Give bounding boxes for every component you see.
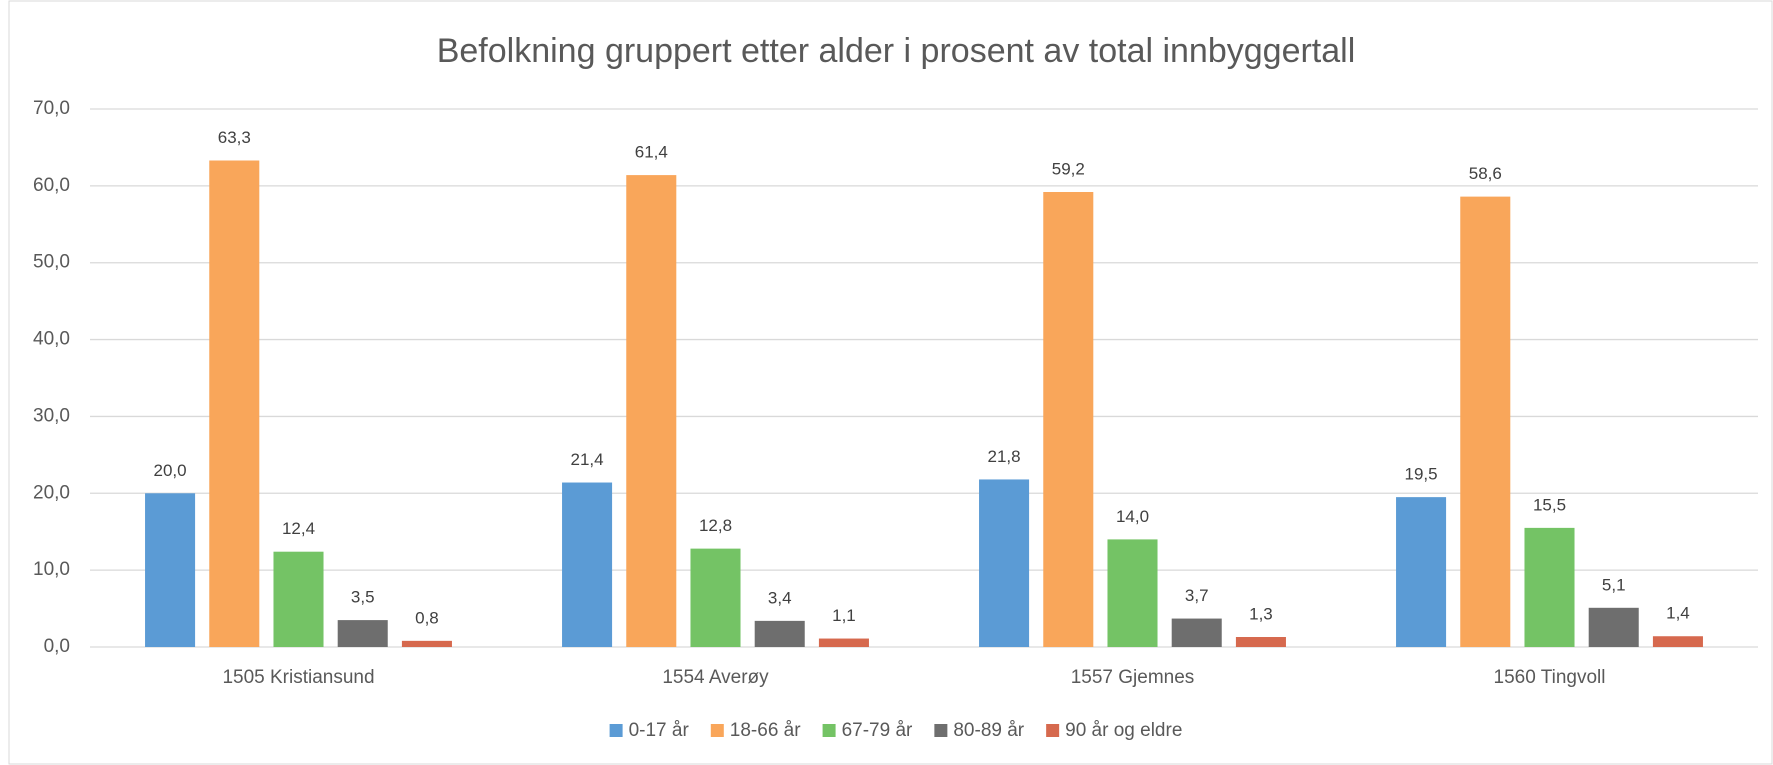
bar [273,551,324,647]
bar [1043,192,1094,647]
value-label: 12,8 [699,516,732,535]
legend-label: 90 år og eldre [1065,720,1182,741]
value-label: 3,5 [351,588,375,607]
bar [626,175,677,647]
legend-swatch [609,724,623,737]
value-label: 59,2 [1052,159,1085,178]
value-label: 3,7 [1185,586,1209,605]
bar [145,493,196,647]
bar [1396,497,1447,647]
value-label: 12,4 [282,519,315,538]
legend-label: 18-66 år [730,720,801,741]
value-label: 19,5 [1405,465,1438,484]
y-tick-label: 30,0 [33,405,70,426]
y-tick-label: 50,0 [33,252,70,273]
legend-swatch [710,724,724,737]
x-tick-label: 1557 Gjemnes [1071,667,1195,688]
value-label: 15,5 [1533,495,1566,514]
x-tick-label: 1554 Averøy [662,667,769,688]
legend-swatch [934,724,948,737]
legend-label: 67-79 år [842,720,913,741]
y-tick-label: 10,0 [33,559,70,580]
value-label: 21,8 [988,447,1021,466]
value-label: 0,8 [415,608,439,627]
x-tick-label: 1560 Tingvoll [1494,667,1606,688]
value-label: 1,4 [1666,604,1690,623]
value-label: 1,3 [1249,604,1273,623]
x-tick-label: 1505 Kristiansund [222,667,374,688]
legend-swatch [1046,724,1060,737]
bar [1107,539,1158,647]
y-tick-label: 60,0 [33,175,70,196]
value-label: 61,4 [635,143,668,162]
bar [209,160,260,647]
bar [1652,636,1703,647]
bar [690,548,741,647]
bar [337,620,388,647]
y-tick-label: 0,0 [44,636,70,657]
legend-label: 80-89 år [953,720,1024,741]
bar [1588,607,1639,647]
bar [818,638,869,647]
bar [754,620,805,647]
bar [1235,637,1286,647]
value-label: 58,6 [1469,164,1502,183]
bar [562,482,613,647]
value-label: 3,4 [768,588,792,607]
bar [1524,527,1575,647]
value-label: 20,0 [154,461,187,480]
value-label: 5,1 [1602,575,1626,594]
y-tick-label: 70,0 [33,98,70,119]
y-tick-label: 20,0 [33,482,70,503]
chart-title: Befolkning gruppert etter alder i prosen… [437,32,1356,70]
legend-label: 0-17 år [629,720,690,741]
value-label: 14,0 [1116,507,1149,526]
bar [401,640,452,647]
bar [1171,618,1222,647]
legend-swatch [822,724,836,737]
y-tick-label: 40,0 [33,329,70,350]
value-label: 63,3 [218,128,251,147]
bar [1460,196,1511,648]
value-label: 1,1 [832,606,856,625]
value-label: 21,4 [571,450,604,469]
bar [979,479,1030,647]
